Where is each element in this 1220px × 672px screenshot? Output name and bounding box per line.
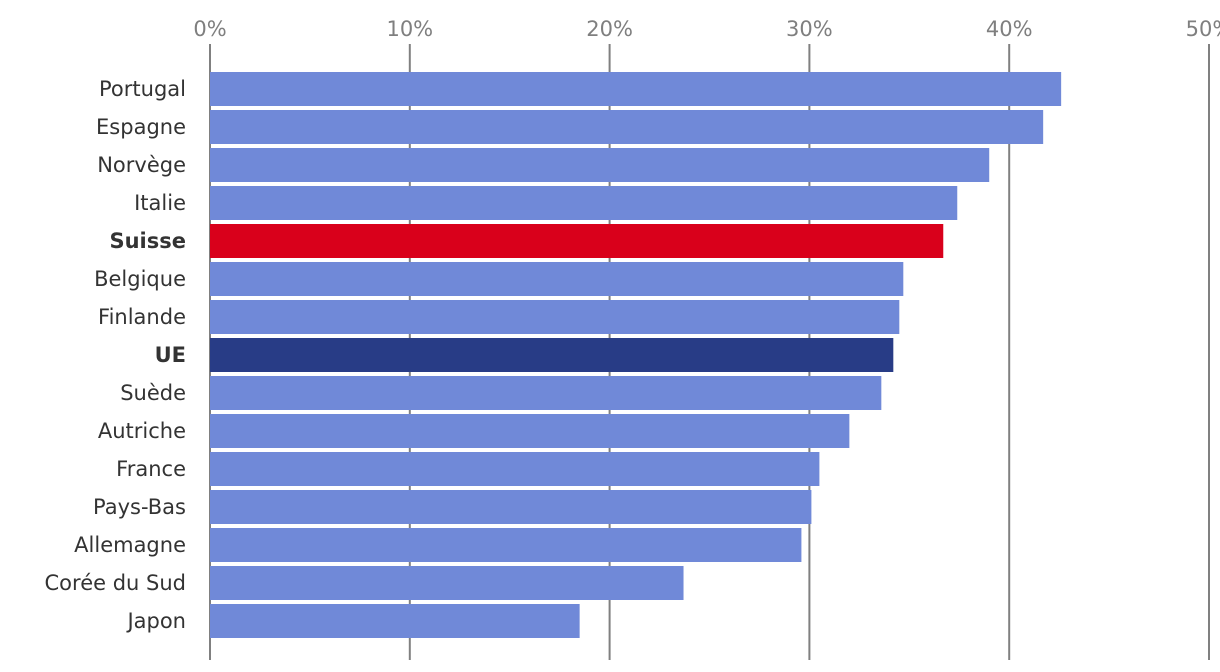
bar-autriche [210,414,850,448]
category-label: Portugal [99,77,186,101]
category-label: Norvège [97,153,186,177]
bar-corée-du-sud [210,566,684,600]
bar-allemagne [210,528,802,562]
category-labels: Portugal Espagne Norvège Italie Suisse Belgiq… [45,77,186,633]
category-label: Corée du Sud [45,571,186,595]
x-tick-label: 50% [1186,17,1220,41]
bars [210,72,1062,638]
category-label: France [116,457,186,481]
x-axis-ticks: 0% 10% 20% 30% 40% 50% [193,17,1220,41]
bar-italie [210,186,958,220]
category-label: Suède [120,381,186,405]
bar-norvège [210,148,990,182]
category-label: Belgique [94,267,186,291]
category-label: Italie [134,191,186,215]
bar-japon [210,604,580,638]
x-tick-label: 30% [786,17,833,41]
category-label: Espagne [96,115,186,139]
category-label: Autriche [98,419,186,443]
bar-pays-bas [210,490,812,524]
bar-portugal [210,72,1062,106]
category-label: Pays-Bas [93,495,186,519]
x-tick-label: 10% [386,17,433,41]
category-label: Allemagne [74,533,186,557]
x-tick-label: 20% [586,17,633,41]
x-tick-label: 0% [193,17,226,41]
bar-finlande [210,300,900,334]
bar-ue [210,338,894,372]
bar-france [210,452,820,486]
category-label: Japon [125,609,186,633]
bar-belgique [210,262,904,296]
category-label: Suisse [109,229,186,253]
x-tick-label: 40% [986,17,1033,41]
category-label: Finlande [98,305,186,329]
bar-espagne [210,110,1044,144]
bar-suède [210,376,882,410]
category-label: UE [155,343,186,367]
bar-suisse [210,224,944,258]
